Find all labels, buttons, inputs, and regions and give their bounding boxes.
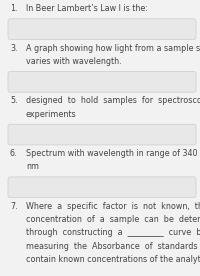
Text: 6.: 6. <box>10 149 18 158</box>
Text: 1.: 1. <box>10 4 18 13</box>
Text: 7.: 7. <box>10 202 18 211</box>
Text: contain known concentrations of the analyte.: contain known concentrations of the anal… <box>26 255 200 264</box>
Text: measuring  the  Absorbance  of  standards  that: measuring the Absorbance of standards th… <box>26 242 200 251</box>
Text: through  constructing  a  _________  curve  by: through constructing a _________ curve b… <box>26 228 200 237</box>
Text: experiments: experiments <box>26 110 77 119</box>
Text: nm: nm <box>26 162 39 171</box>
Text: Where  a  specific  factor  is  not  known,  the: Where a specific factor is not known, th… <box>26 202 200 211</box>
Text: 5.: 5. <box>10 96 18 105</box>
FancyBboxPatch shape <box>8 71 196 92</box>
Text: 3.: 3. <box>10 44 18 53</box>
Text: designed  to  hold  samples  for  spectroscopic: designed to hold samples for spectroscop… <box>26 96 200 105</box>
FancyBboxPatch shape <box>8 177 196 198</box>
Text: concentration  of  a  sample  can  be  determined: concentration of a sample can be determi… <box>26 215 200 224</box>
FancyBboxPatch shape <box>8 19 196 39</box>
Text: A graph showing how light from a sample source: A graph showing how light from a sample … <box>26 44 200 53</box>
Text: Spectrum with wavelength in range of 340 - 750: Spectrum with wavelength in range of 340… <box>26 149 200 158</box>
FancyBboxPatch shape <box>8 124 196 145</box>
Text: varies with wavelength.: varies with wavelength. <box>26 57 122 66</box>
Text: In Beer Lambert’s Law I is the:: In Beer Lambert’s Law I is the: <box>26 4 148 13</box>
